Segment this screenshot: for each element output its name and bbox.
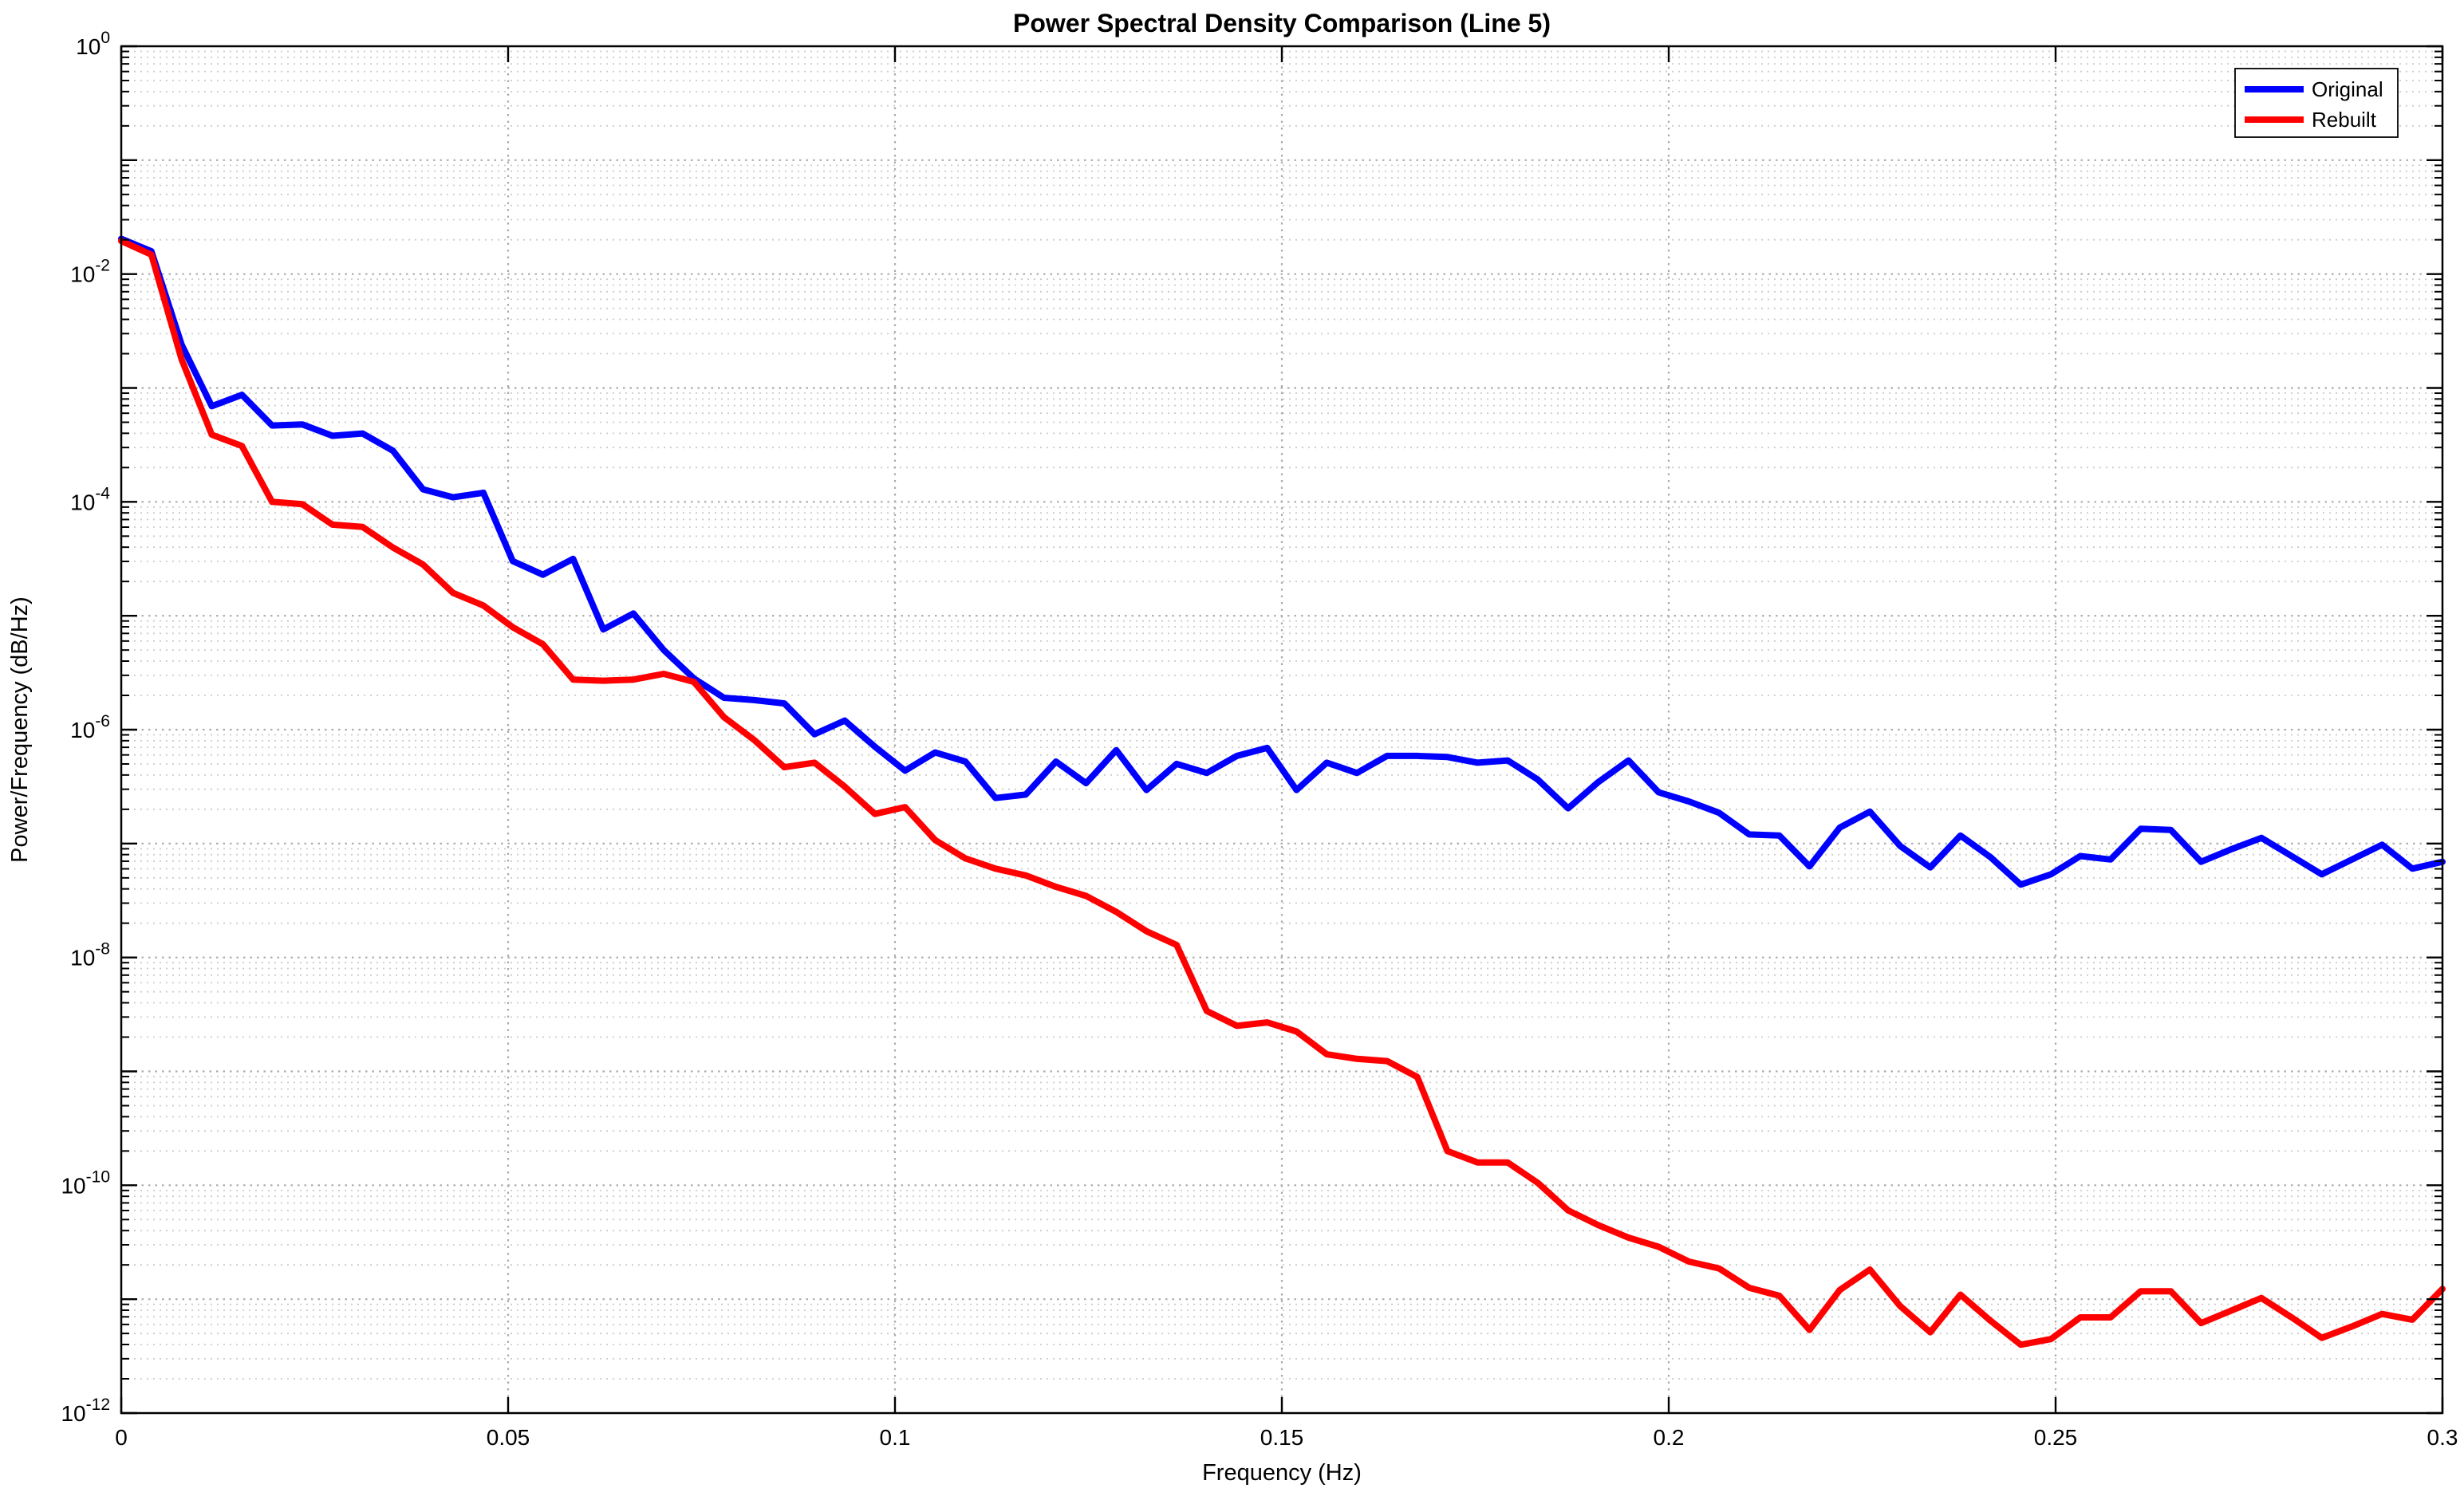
x-tick-labels: 0 0.05 0.1 0.15 0.2 0.25 0.3 xyxy=(115,1425,2458,1450)
y-tick-label: 10-10 xyxy=(61,1167,110,1198)
chart-title: Power Spectral Density Comparison (Line … xyxy=(1013,9,1551,37)
x-tick-label: 0.15 xyxy=(1260,1425,1304,1450)
x-axis-label: Frequency (Hz) xyxy=(1202,1460,1362,1486)
x-tick-label: 0.25 xyxy=(2034,1425,2078,1450)
y-tick-label: 10-6 xyxy=(70,712,110,742)
y-tick-label: 10-12 xyxy=(61,1396,110,1426)
y-tick-label: 10-8 xyxy=(70,940,110,970)
series-line-rebuilt xyxy=(118,238,2446,1348)
legend: Original Rebuilt xyxy=(2234,68,2399,138)
x-tick-label: 0.2 xyxy=(1654,1425,1685,1450)
data-series xyxy=(118,235,2446,1348)
axis-ticks xyxy=(120,45,2444,1415)
x-tick-label: 0 xyxy=(115,1425,128,1450)
y-tick-label: 10-2 xyxy=(70,257,110,287)
x-tick-label: 0.3 xyxy=(2427,1425,2458,1450)
x-tick-label: 0.1 xyxy=(880,1425,911,1450)
x-tick-label: 0.05 xyxy=(487,1425,530,1450)
axes-box xyxy=(120,45,2444,1415)
legend-label-rebuilt: Rebuilt xyxy=(2312,108,2377,132)
legend-label-original: Original xyxy=(2312,77,2383,101)
series-line-original xyxy=(118,235,2446,888)
y-axis-label: Power/Frequency (dB/Hz) xyxy=(7,596,33,863)
major-gridlines xyxy=(121,46,2442,1413)
y-tick-labels: 100 10-2 10-4 10-6 10-8 10-10 10-12 xyxy=(61,29,110,1426)
y-tick-label: 100 xyxy=(76,29,110,59)
legend-box xyxy=(2234,68,2399,138)
y-tick-label: 10-4 xyxy=(70,484,110,514)
